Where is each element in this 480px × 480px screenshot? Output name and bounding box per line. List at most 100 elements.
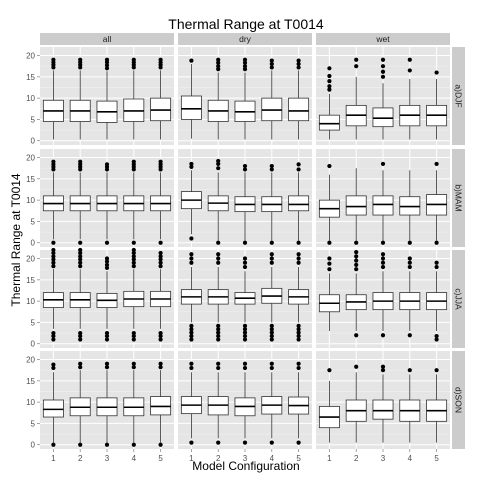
outlier-point [104, 265, 110, 270]
outlier-point [327, 66, 332, 71]
panel-b)MAM-all [40, 149, 174, 247]
outlier-point [78, 250, 83, 256]
outlier-point [158, 254, 163, 259]
y-tick-label: 0 [31, 441, 36, 450]
outlier-point [131, 57, 136, 62]
outlier-point [242, 440, 248, 445]
outlier-point [242, 337, 248, 342]
outlier-point [354, 364, 359, 369]
outlier-point [158, 333, 163, 339]
outlier-point [216, 60, 221, 65]
outlier-point [158, 337, 163, 342]
outlier-point [407, 264, 412, 270]
y-tick-label: 15 [26, 276, 35, 285]
outlier-point [104, 66, 110, 71]
y-tick-label: 0 [31, 340, 36, 349]
box [345, 195, 367, 216]
outlier-point [296, 65, 301, 70]
box [372, 195, 394, 216]
outlier-point [296, 337, 301, 342]
x-tick-label: 2 [78, 454, 83, 463]
outlier-point [354, 57, 359, 62]
outlier-point [242, 323, 248, 328]
outlier-point [189, 361, 194, 366]
outlier-point [354, 250, 359, 255]
strip-label-d)SON: d)SON [454, 387, 464, 413]
box [288, 97, 310, 122]
outlier-point [296, 323, 301, 328]
outlier-point [189, 58, 194, 63]
outlier-point [216, 440, 221, 445]
outlier-point [78, 365, 83, 370]
outlier-point [242, 256, 248, 261]
outlier-point [296, 252, 301, 257]
outlier-point [189, 256, 194, 261]
outlier-point [242, 361, 248, 366]
outlier-point [158, 260, 163, 265]
outlier-point [242, 167, 248, 172]
outlier-point [104, 256, 110, 261]
outlier-point [216, 323, 221, 328]
outlier-point [216, 256, 221, 261]
outlier-point [269, 252, 274, 257]
outlier-point [269, 333, 274, 339]
strip-all [40, 33, 174, 45]
outlier-point [104, 330, 110, 336]
outlier-point [78, 240, 83, 245]
outlier-point [242, 240, 248, 245]
y-tick-label: 5 [31, 217, 36, 226]
outlier-point [354, 254, 359, 259]
outlier-point [51, 254, 56, 259]
panel-d)SON-all [40, 351, 174, 449]
outlier-point [296, 361, 301, 366]
outlier-point [327, 368, 332, 373]
outlier-point [158, 264, 163, 269]
outlier-point [269, 327, 274, 332]
outlier-point [434, 260, 439, 265]
outlier-point [131, 260, 136, 265]
outlier-point [189, 164, 194, 169]
outlier-point [104, 259, 110, 264]
outlier-point [104, 63, 110, 68]
outlier-point [51, 250, 56, 256]
outlier-point [51, 257, 56, 262]
outlier-point [216, 327, 221, 332]
x-tick-label: 3 [381, 454, 386, 463]
x-tick-label: 4 [408, 454, 413, 463]
outlier-point [354, 64, 359, 69]
x-tick-label: 3 [105, 454, 110, 463]
outlier-point [434, 368, 439, 373]
panel-d)SON-dry [178, 351, 312, 449]
outlier-point [104, 333, 110, 339]
strip-b)MAM [452, 149, 465, 247]
outlier-point [104, 365, 110, 370]
outlier-point [434, 240, 439, 245]
outlier-point [354, 262, 359, 268]
outlier-point [78, 260, 83, 265]
y-tick-label: 15 [26, 73, 35, 82]
outlier-point [189, 323, 194, 328]
outlier-point [407, 333, 412, 338]
panel-c)JJA-all [40, 247, 174, 348]
outlier-point [189, 252, 194, 257]
y-tick-label: 20 [26, 356, 35, 365]
outlier-point [131, 333, 136, 339]
box [288, 195, 310, 212]
outlier-point [216, 161, 221, 167]
outlier-point [131, 240, 136, 245]
outlier-point [189, 236, 194, 241]
outlier-point [131, 442, 136, 447]
x-tick-label: 1 [189, 454, 194, 463]
outlier-point [242, 60, 248, 65]
outlier-point [269, 65, 274, 70]
outlier-point [380, 240, 386, 245]
outlier-point [354, 240, 359, 245]
outlier-point [216, 333, 221, 339]
outlier-point [216, 365, 221, 371]
outlier-point [104, 337, 110, 342]
y-tick-label: 0 [31, 137, 36, 146]
outlier-point [131, 330, 136, 336]
y-tick-label: 20 [26, 52, 35, 61]
outlier-point [216, 158, 221, 164]
